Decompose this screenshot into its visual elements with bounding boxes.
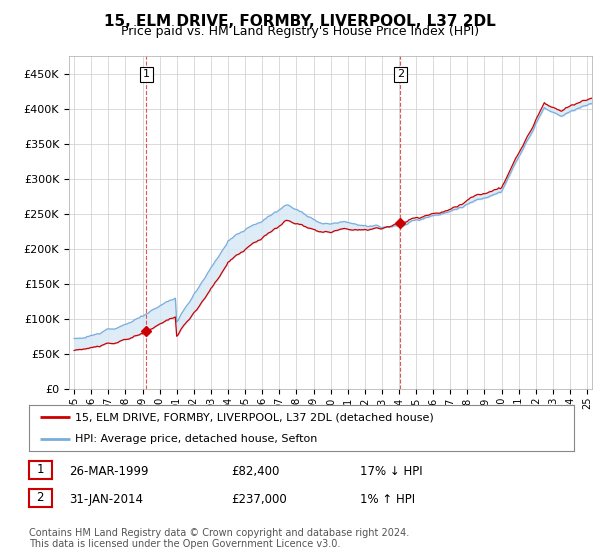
Text: Contains HM Land Registry data © Crown copyright and database right 2024.
This d: Contains HM Land Registry data © Crown c… — [29, 528, 409, 549]
Text: 31-JAN-2014: 31-JAN-2014 — [69, 493, 143, 506]
Text: £237,000: £237,000 — [231, 493, 287, 506]
Text: 1: 1 — [143, 69, 150, 80]
Text: 2: 2 — [37, 491, 44, 505]
Text: 26-MAR-1999: 26-MAR-1999 — [69, 465, 149, 478]
Text: 15, ELM DRIVE, FORMBY, LIVERPOOL, L37 2DL: 15, ELM DRIVE, FORMBY, LIVERPOOL, L37 2D… — [104, 14, 496, 29]
Text: £82,400: £82,400 — [231, 465, 280, 478]
Text: 1: 1 — [37, 463, 44, 477]
Text: 17% ↓ HPI: 17% ↓ HPI — [360, 465, 422, 478]
Text: Price paid vs. HM Land Registry's House Price Index (HPI): Price paid vs. HM Land Registry's House … — [121, 25, 479, 38]
Text: 15, ELM DRIVE, FORMBY, LIVERPOOL, L37 2DL (detached house): 15, ELM DRIVE, FORMBY, LIVERPOOL, L37 2D… — [75, 412, 434, 422]
Text: HPI: Average price, detached house, Sefton: HPI: Average price, detached house, Seft… — [75, 435, 317, 444]
Text: 1% ↑ HPI: 1% ↑ HPI — [360, 493, 415, 506]
Text: 2: 2 — [397, 69, 404, 80]
